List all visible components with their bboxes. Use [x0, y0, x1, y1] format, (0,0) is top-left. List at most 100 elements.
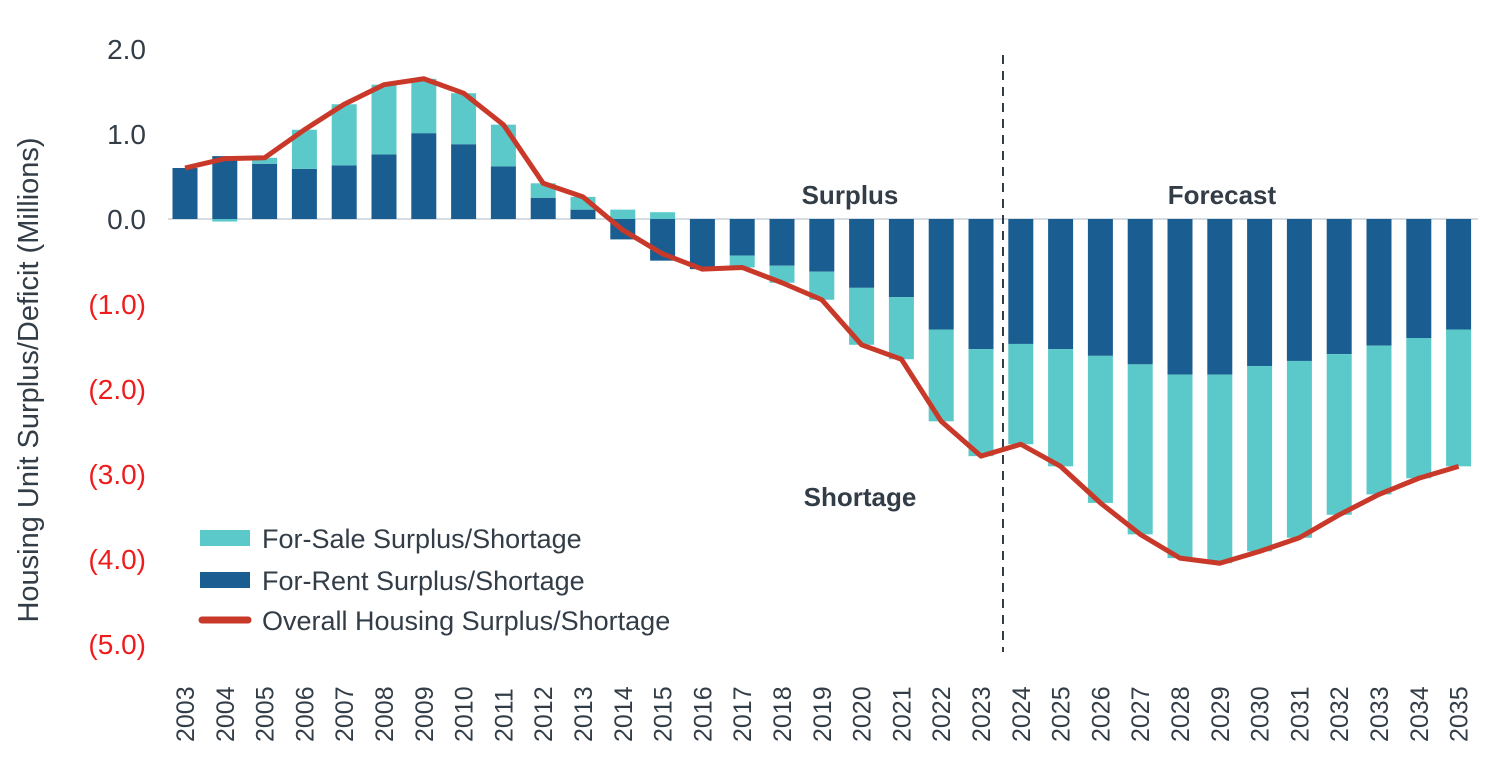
for-sale-bar-2005: [252, 157, 278, 164]
for-sale-bar-2023: [968, 349, 994, 457]
x-tick-label: 2026: [1087, 686, 1115, 742]
shortage-annotation: Shortage: [804, 482, 917, 512]
x-tick-label: 2004: [212, 686, 240, 742]
for-sale-bar-2007: [331, 104, 357, 166]
for-sale-bar-2029: [1207, 374, 1233, 564]
legend: For-Sale Surplus/Shortage For-Rent Surpl…: [198, 524, 670, 636]
x-tick-label: 2012: [530, 686, 558, 742]
for-rent-bar-2031: [1286, 219, 1312, 361]
legend-label-for-rent: For-Rent Surplus/Shortage: [262, 566, 585, 596]
for-rent-bar-2010: [451, 144, 477, 219]
x-tick-label: 2015: [650, 686, 678, 742]
for-rent-bar-2024: [1008, 219, 1034, 344]
x-tick-label: 2024: [1008, 686, 1036, 742]
for-rent-bar-2026: [1087, 219, 1113, 356]
for-rent-bar-2018: [769, 219, 795, 266]
x-tick-label: 2028: [1167, 686, 1195, 742]
x-tick-label: 2027: [1127, 686, 1155, 742]
x-tick-label: 2018: [769, 686, 797, 742]
y-tick-label: 2.0: [107, 34, 146, 65]
for-sale-bar-2031: [1286, 360, 1312, 538]
x-tick-label: 2014: [610, 686, 638, 742]
y-tick-label: (5.0): [88, 629, 146, 660]
for-sale-bar-2035: [1446, 329, 1472, 467]
x-tick-label: 2029: [1207, 686, 1235, 742]
for-rent-bar-2025: [1048, 219, 1074, 350]
for-rent-bar-2016: [689, 219, 715, 270]
for-rent-bar-2021: [888, 219, 914, 298]
for-sale-bar-2030: [1247, 366, 1273, 552]
y-tick-label: 1.0: [107, 119, 146, 150]
surplus-annotation: Surplus: [802, 180, 899, 210]
for-rent-bar-2017: [729, 219, 755, 256]
x-tick-label: 2033: [1366, 686, 1394, 742]
legend-label-for-sale: For-Sale Surplus/Shortage: [262, 524, 582, 554]
y-tick-label: 0.0: [107, 204, 146, 235]
for-rent-bar-2030: [1247, 219, 1273, 367]
for-rent-bar-2027: [1127, 219, 1153, 365]
x-tick-label: 2011: [490, 688, 518, 742]
x-tick-label: 2017: [729, 686, 757, 742]
for-sale-bar-2017: [729, 255, 755, 268]
for-sale-bar-2034: [1406, 338, 1432, 479]
x-tick-label: 2022: [928, 686, 956, 742]
x-tick-label: 2006: [291, 686, 319, 742]
x-tick-label: 2031: [1286, 686, 1314, 742]
overall-line: [184, 76, 1460, 566]
x-tick-label: 2035: [1446, 686, 1474, 742]
for-sale-bar-2024: [1008, 343, 1034, 445]
for-sale-bar-2028: [1167, 374, 1193, 559]
x-tick-label: 2005: [252, 686, 280, 742]
for-sale-bar-2025: [1048, 349, 1074, 467]
for-sale-bar-2021: [888, 297, 914, 360]
forecast-annotation: Forecast: [1168, 180, 1277, 210]
for-sale-bar-2004: [212, 219, 238, 222]
for-rent-bar-2035: [1446, 219, 1472, 330]
for-sale-bar-2033: [1366, 345, 1392, 495]
for-sale-bar-2014: [610, 209, 636, 219]
for-rent-bar-2008: [371, 154, 397, 219]
legend-swatch-for-rent: [200, 572, 250, 588]
x-tick-label: 2008: [371, 686, 399, 742]
for-rent-bar-2006: [291, 168, 317, 219]
legend-swatch-for-sale: [200, 530, 250, 546]
legend-label-overall: Overall Housing Surplus/Shortage: [262, 606, 670, 636]
for-rent-bar-2028: [1167, 219, 1193, 375]
x-tick-label: 2007: [331, 686, 359, 742]
y-tick-label: (3.0): [88, 459, 146, 490]
x-tick-label: 2034: [1406, 686, 1434, 742]
for-rent-bar-2005: [252, 163, 278, 219]
x-tick-label: 2009: [411, 686, 439, 742]
y-tick-label: (4.0): [88, 544, 146, 575]
for-rent-bar-2033: [1366, 219, 1392, 346]
for-rent-bar-2009: [411, 133, 437, 219]
for-rent-bar-2034: [1406, 219, 1432, 338]
x-tick-label: 2020: [849, 686, 877, 742]
for-sale-bar-2027: [1127, 364, 1153, 535]
for-rent-bar-2011: [490, 166, 516, 219]
x-tick-label: 2032: [1326, 686, 1354, 742]
for-rent-bar-2013: [570, 209, 596, 219]
for-sale-bar-2026: [1087, 355, 1113, 503]
for-sale-bar-2032: [1326, 354, 1352, 515]
x-tick-label: 2003: [172, 686, 200, 742]
x-tick-label: 2021: [888, 686, 916, 742]
for-sale-bar-2008: [371, 84, 397, 155]
for-sale-bar-2011: [490, 124, 516, 167]
x-tick-label: 2023: [968, 686, 996, 742]
for-sale-bar-2015: [650, 212, 676, 219]
x-tick-label: 2013: [570, 686, 598, 742]
for-rent-bar-2007: [331, 165, 357, 219]
x-tick-label: 2030: [1247, 686, 1275, 742]
x-tick-label: 2025: [1048, 686, 1076, 742]
for-rent-bar-2029: [1207, 219, 1233, 375]
for-rent-bar-2019: [809, 219, 835, 272]
for-rent-bar-2023: [968, 219, 994, 350]
x-tick-label: 2016: [689, 686, 717, 742]
for-rent-bar-2003: [172, 168, 198, 219]
x-tick-label: 2010: [451, 686, 479, 742]
for-rent-bar-2004: [212, 156, 238, 219]
for-rent-bar-2012: [530, 197, 556, 219]
x-tick-label: 2019: [809, 686, 837, 742]
